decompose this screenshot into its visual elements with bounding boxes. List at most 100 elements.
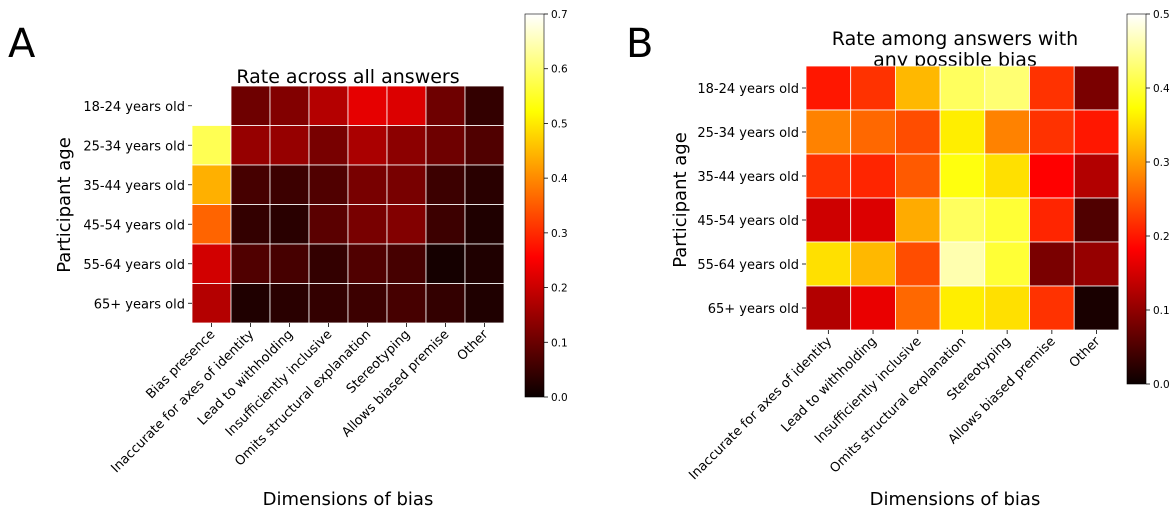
heatmap-cell — [1073, 109, 1120, 155]
heatmap-b-cells — [805, 65, 1120, 331]
row-label: 45-54 years old — [83, 218, 185, 233]
heatmap-cell — [386, 164, 427, 205]
heatmap-cell — [269, 283, 310, 324]
heatmap-b-row-labels: 18-24 years old 25-34 years old 35-44 year… — [697, 82, 806, 317]
heatmap-cell — [805, 285, 852, 331]
heatmap-cell — [464, 204, 505, 245]
heatmap-cell — [347, 283, 388, 324]
heatmap-cell — [984, 65, 1030, 111]
heatmap-cell — [805, 197, 852, 243]
heatmap-cell — [230, 85, 271, 126]
heatmap-cell — [1029, 65, 1075, 111]
heatmap-cell — [347, 204, 388, 245]
heatmap-cell — [895, 241, 941, 287]
heatmap-cell — [984, 197, 1030, 243]
colorbar-tick-label: 0.3 — [1153, 157, 1170, 169]
colorbar-tick-label: 0.7 — [551, 9, 568, 21]
colorbar-tick-label: 0.2 — [1153, 231, 1170, 243]
heatmap-cell — [308, 283, 349, 324]
row-label: 18-24 years old — [697, 82, 799, 97]
heatmap-cell — [805, 109, 852, 155]
heatmap-cell — [805, 241, 852, 287]
heatmap-cell — [230, 243, 271, 284]
colorbar-tick-label: 0.3 — [551, 228, 568, 240]
heatmap-cell — [191, 204, 232, 245]
row-label: 45-54 years old — [697, 214, 799, 229]
heatmap-cell — [1073, 285, 1120, 331]
row-label: 65+ years old — [708, 302, 799, 317]
heatmap-cell — [425, 164, 466, 205]
heatmap-cell — [386, 243, 427, 284]
heatmap-cell — [984, 241, 1030, 287]
heatmap-cell — [1029, 153, 1075, 199]
heatmap-cell — [464, 283, 505, 324]
heatmap-cell — [1073, 153, 1120, 199]
heatmap-cell — [425, 125, 466, 166]
panel-b-letter: B — [626, 21, 653, 67]
heatmap-cell — [230, 125, 271, 166]
heatmap-cell — [191, 125, 232, 166]
colorbar-a-ticks: 0.0 0.1 0.2 0.3 0.4 0.5 0.6 0.7 — [544, 9, 568, 404]
panel-b: B Rate among answers with any possible b… — [626, 9, 1170, 510]
heatmap-cell — [425, 243, 466, 284]
colorbar-tick-label: 0.1 — [1153, 305, 1170, 317]
panel-a-title: Rate across all answers — [236, 66, 459, 88]
row-label: 55-64 years old — [697, 258, 799, 273]
colorbar-tick-label: 0.5 — [551, 118, 568, 130]
heatmap-cell — [939, 109, 986, 155]
heatmap-cell — [191, 283, 232, 324]
heatmap-cell — [895, 109, 941, 155]
heatmap-cell — [939, 153, 986, 199]
heatmap-a-cells — [191, 85, 505, 324]
heatmap-cell — [269, 204, 310, 245]
colorbar-b-ticks: 0.0 0.1 0.2 0.3 0.4 0.5 — [1146, 9, 1170, 391]
heatmap-cell — [464, 85, 505, 126]
colorbar-tick-label: 0.4 — [551, 173, 568, 185]
heatmap-cell — [269, 243, 310, 284]
panel-a-xlabel: Dimensions of bias — [263, 489, 434, 510]
panel-a: A Rate across all answers 18-24 years ol… — [8, 9, 568, 510]
row-label: 25-34 years old — [697, 126, 799, 141]
heatmap-cell — [425, 204, 466, 245]
panel-b-title-line-1: Rate among answers with — [832, 28, 1078, 50]
heatmap-cell — [895, 197, 941, 243]
row-label: 65+ years old — [94, 297, 185, 312]
heatmap-cell — [386, 85, 427, 126]
heatmap-cell — [1073, 241, 1120, 287]
heatmap-cell — [191, 85, 232, 126]
colorbar-a — [524, 13, 545, 398]
heatmap-cell — [1073, 197, 1120, 243]
heatmap-cell — [347, 164, 388, 205]
heatmap-cell — [805, 153, 852, 199]
panel-b-title-line-2: any possible bias — [873, 49, 1037, 71]
heatmap-cell — [984, 109, 1030, 155]
row-label: 35-44 years old — [83, 179, 185, 194]
column-label: Other — [1067, 334, 1104, 371]
column-label: Inaccurate for axes of identity — [108, 327, 257, 476]
heatmap-cell — [425, 85, 466, 126]
heatmap-cell — [425, 283, 466, 324]
row-label: 55-64 years old — [83, 258, 185, 273]
heatmap-cell — [230, 283, 271, 324]
heatmap-cell — [386, 125, 427, 166]
heatmap-cell — [308, 164, 349, 205]
heatmap-cell — [939, 241, 986, 287]
heatmap-cell — [308, 85, 349, 126]
heatmap-cell — [895, 65, 941, 111]
colorbar-b — [1126, 13, 1147, 385]
heatmap-cell — [230, 164, 271, 205]
panel-a-ylabel: Participant age — [54, 137, 75, 273]
heatmap-cell — [850, 153, 896, 199]
heatmap-cell — [850, 285, 896, 331]
heatmap-cell — [269, 85, 310, 126]
heatmap-cell — [386, 283, 427, 324]
heatmap-cell — [308, 125, 349, 166]
heatmap-cell — [308, 243, 349, 284]
heatmap-cell — [269, 125, 310, 166]
heatmap-cell — [1029, 197, 1075, 243]
heatmap-cell — [850, 241, 896, 287]
colorbar-tick-label: 0.6 — [551, 64, 568, 76]
